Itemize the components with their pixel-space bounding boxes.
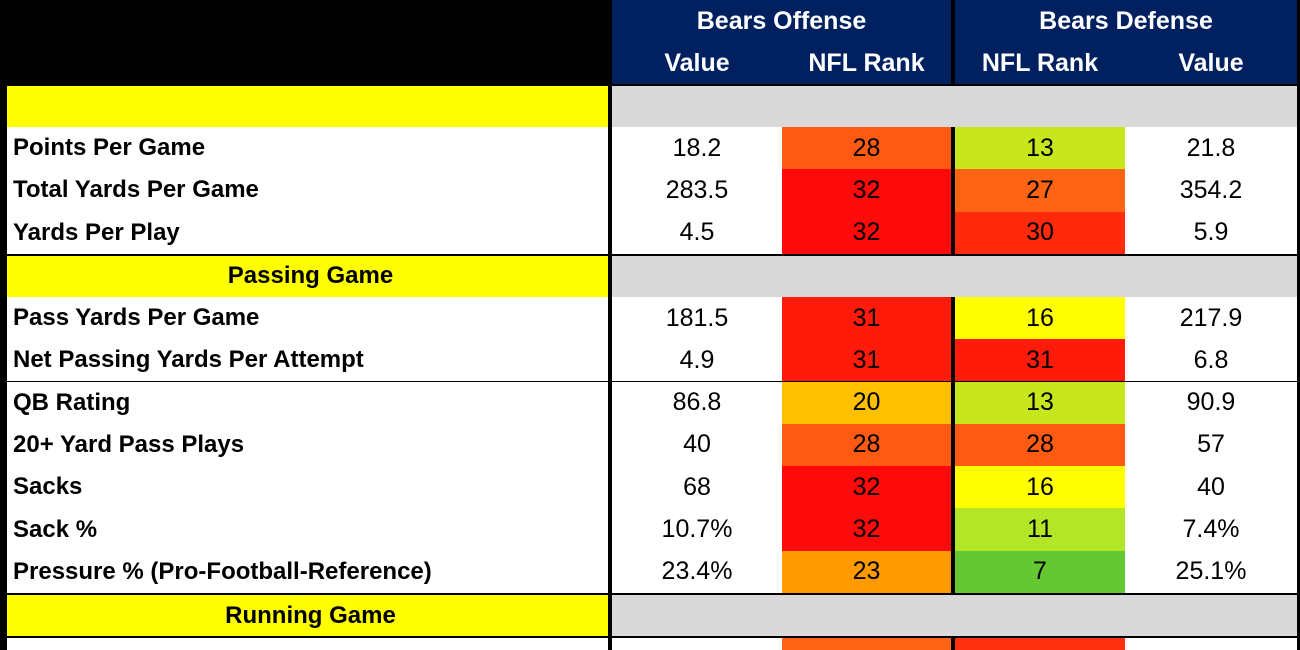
defense-rank: 30 [955,211,1125,254]
cut-row [7,638,608,650]
offense-value: 283.5 [612,169,782,212]
offense-value: 68 [612,466,782,509]
offense-rank: 28 [782,423,951,467]
row-label: 20+ Yard Pass Plays [7,423,608,467]
row-label: Net Passing Yards Per Attempt [7,339,608,382]
offense-value: 181.5 [612,296,782,340]
row-label: Pass Yards Per Game [7,296,608,340]
section-header: Passing Game [7,255,608,297]
row-label: Pressure % (Pro-Football-Reference) [7,550,608,593]
section-header: Running Game [7,595,608,636]
cut-row [1125,638,1297,650]
defense-rank: 31 [955,339,1125,382]
offense-value: 10.7% [612,508,782,551]
defense-rank: 16 [955,466,1125,509]
offense-rank: 20 [782,381,951,424]
defense-value: 7.4% [1125,508,1297,551]
offense-rank: 32 [782,508,951,551]
defense-value: 57 [1125,423,1297,467]
row-label: Points Per Game [7,127,608,170]
offense-title: Bears Offense [612,0,951,42]
row-label: QB Rating [7,381,608,424]
defense-rank: 7 [955,550,1125,593]
defense-rank: 16 [955,296,1125,340]
offense-rank: 28 [782,127,951,170]
defense-rank: 13 [955,381,1125,424]
column-header: NFL Rank [782,42,951,84]
defense-value: 217.9 [1125,296,1297,340]
section-header [7,86,608,127]
defense-rank: 13 [955,127,1125,170]
defense-value: 21.8 [1125,127,1297,170]
defense-value: 5.9 [1125,211,1297,254]
offense-rank: 23 [782,550,951,593]
offense-value: 40 [612,423,782,467]
row-label: Yards Per Play [7,211,608,254]
offense-rank: 31 [782,296,951,340]
defense-value: 40 [1125,466,1297,509]
defense-rank: 11 [955,508,1125,551]
cut-row [782,638,951,650]
defense-title: Bears Defense [955,0,1297,42]
section-band [612,86,1297,127]
offense-value: 86.8 [612,381,782,424]
defense-value: 354.2 [1125,169,1297,212]
defense-rank: 28 [955,423,1125,467]
offense-rank: 32 [782,169,951,212]
offense-value: 4.5 [612,211,782,254]
section-band [612,255,1297,297]
offense-rank: 31 [782,339,951,382]
offense-value: 18.2 [612,127,782,170]
row-label: Sacks [7,466,608,509]
offense-value: 23.4% [612,550,782,593]
defense-value: 90.9 [1125,381,1297,424]
column-header: Value [1125,42,1297,84]
column-header: NFL Rank [955,42,1125,84]
section-band [612,595,1297,636]
defense-value: 25.1% [1125,550,1297,593]
row-label: Sack % [7,508,608,551]
defense-value: 6.8 [1125,339,1297,382]
cut-row [955,638,1125,650]
cut-row [612,638,782,650]
offense-value: 4.9 [612,339,782,382]
row-label: Total Yards Per Game [7,169,608,212]
offense-rank: 32 [782,211,951,254]
defense-rank: 27 [955,169,1125,212]
offense-rank: 32 [782,466,951,509]
column-header: Value [612,42,782,84]
